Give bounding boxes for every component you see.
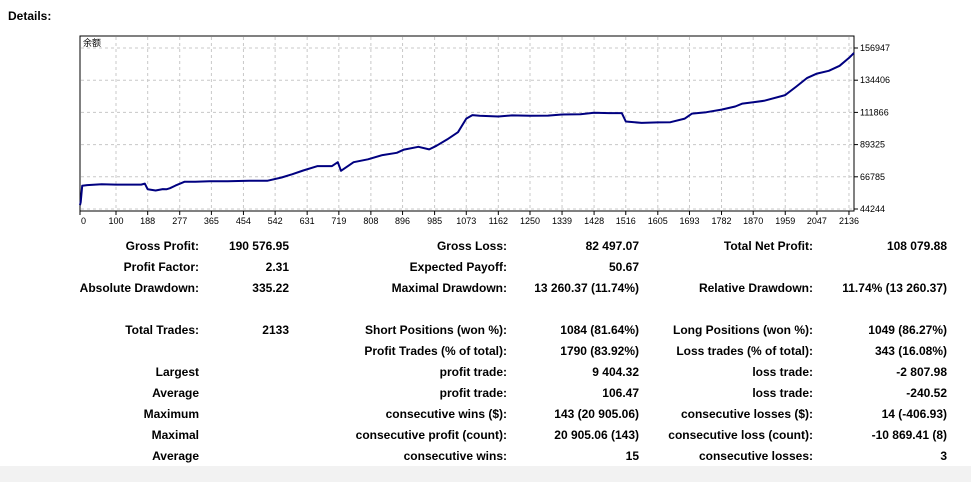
profit-factor-value: 2.31 xyxy=(265,260,289,274)
gross-loss-label: Gross Loss: xyxy=(436,239,507,253)
relative-drawdown-value: 11.74% (13 260.37) xyxy=(842,281,947,295)
maximal-label: Maximal xyxy=(151,428,199,442)
x-tick-label: 1162 xyxy=(489,216,508,226)
avg-cons-losses-value: 3 xyxy=(940,449,947,463)
total-net-profit-label: Total Net Profit: xyxy=(723,239,813,253)
avg-cons-wins-value: 15 xyxy=(625,449,639,463)
max-cons-wins-value: 143 (20 905.06) xyxy=(554,407,639,421)
profit-factor-label: Profit Factor: xyxy=(123,260,199,274)
absolute-drawdown-value: 335.22 xyxy=(252,281,289,295)
balance-chart-svg: 0 100 188 277 365 454 542 631 719 808 896 985 1073 11… xyxy=(79,35,890,226)
absolute-drawdown-label: Absolute Drawdown: xyxy=(79,281,199,295)
x-tick-label: 1870 xyxy=(743,216,763,226)
x-tick-label: 1605 xyxy=(648,216,668,226)
average-loss-label: loss trade: xyxy=(752,386,813,400)
max-cons-losses-label: consecutive losses ($): xyxy=(680,407,813,421)
details-heading: Details: xyxy=(8,9,52,23)
chart-title: 余额 xyxy=(83,37,101,49)
x-tick-label: 454 xyxy=(236,216,251,226)
profit-trades-value: 1790 (83.92%) xyxy=(560,344,639,358)
short-positions-label: Short Positions (won %): xyxy=(365,323,507,337)
max-cons-wins-label: consecutive wins ($): xyxy=(385,407,507,421)
expected-payoff-value: 50.67 xyxy=(608,260,639,274)
gross-loss-value: 82 497.07 xyxy=(585,239,639,253)
loss-trades-label: Loss trades (% of total): xyxy=(676,344,813,358)
average-profit-label: profit trade: xyxy=(439,386,507,400)
y-tick-label: 111866 xyxy=(860,107,889,117)
y-tick-label: 66785 xyxy=(860,172,885,182)
balance-chart: 0 100 188 277 365 454 542 631 719 808 896 985 1073 11… xyxy=(0,0,971,232)
x-tick-label: 100 xyxy=(108,216,123,226)
total-net-profit-value: 108 079.88 xyxy=(886,239,947,253)
x-tick-label: 896 xyxy=(395,216,410,226)
x-tick-label: 188 xyxy=(140,216,155,226)
maximal-cons-profit-value: 20 905.06 (143) xyxy=(554,428,639,442)
avg-cons-losses-label: consecutive losses: xyxy=(698,449,813,463)
x-tick-label: 1516 xyxy=(616,216,636,226)
y-tick-label: 156947 xyxy=(860,43,890,53)
x-tick-label: 1959 xyxy=(775,216,795,226)
x-tick-label: 1250 xyxy=(520,216,540,226)
largest-profit-label: profit trade: xyxy=(439,365,507,379)
expected-payoff-label: Expected Payoff: xyxy=(409,260,507,274)
avg-cons-wins-label: consecutive wins: xyxy=(403,449,507,463)
profit-trades-label: Profit Trades (% of total): xyxy=(364,344,507,358)
x-tick-label: 719 xyxy=(331,216,346,226)
largest-loss-value: -2 807.98 xyxy=(896,365,947,379)
x-tick-label: 542 xyxy=(268,216,283,226)
y-tick-label: 44244 xyxy=(860,204,885,214)
maximum-label: Maximum xyxy=(143,407,199,421)
x-tick-label: 985 xyxy=(427,216,442,226)
average-consecutive-label: Average xyxy=(152,449,199,463)
x-tick-label: 2136 xyxy=(839,216,859,226)
max-cons-losses-value: 14 (-406.93) xyxy=(881,407,947,421)
x-tick-label: 0 xyxy=(81,216,86,226)
x-tick-label: 1782 xyxy=(712,216,732,226)
x-tick-label: 808 xyxy=(363,216,378,226)
maximal-drawdown-value: 13 260.37 (11.74%) xyxy=(534,281,639,295)
average-label: Average xyxy=(152,386,199,400)
x-tick-label: 2047 xyxy=(807,216,827,226)
total-trades-label: Total Trades: xyxy=(125,323,199,337)
balance-line xyxy=(79,52,855,206)
gross-profit-value: 190 576.95 xyxy=(228,239,289,253)
gross-profit-label: Gross Profit: xyxy=(125,239,199,253)
average-profit-value: 106.47 xyxy=(602,386,639,400)
y-tick-label: 89325 xyxy=(860,140,885,150)
footer-bar xyxy=(0,466,971,482)
maximal-drawdown-label: Maximal Drawdown: xyxy=(391,281,507,295)
x-tick-label: 1339 xyxy=(552,216,572,226)
maximal-cons-profit-label: consecutive profit (count): xyxy=(355,428,507,442)
average-loss-value: -240.52 xyxy=(906,386,947,400)
largest-profit-value: 9 404.32 xyxy=(592,365,639,379)
total-trades-value: 2133 xyxy=(262,323,289,337)
largest-loss-label: loss trade: xyxy=(752,365,813,379)
relative-drawdown-label: Relative Drawdown: xyxy=(698,281,813,295)
long-positions-value: 1049 (86.27%) xyxy=(868,323,947,337)
maximal-cons-loss-value: -10 869.41 (8) xyxy=(871,428,947,442)
loss-trades-value: 343 (16.08%) xyxy=(874,344,947,358)
long-positions-label: Long Positions (won %): xyxy=(673,323,813,337)
y-tick-label: 134406 xyxy=(860,75,890,85)
x-tick-label: 1428 xyxy=(584,216,604,226)
maximal-cons-loss-label: consecutive loss (count): xyxy=(668,428,813,442)
x-tick-label: 1073 xyxy=(456,216,476,226)
x-tick-label: 1693 xyxy=(679,216,699,226)
x-tick-label: 277 xyxy=(172,216,187,226)
x-tick-label: 631 xyxy=(300,216,315,226)
x-tick-label: 365 xyxy=(204,216,219,226)
largest-label: Largest xyxy=(155,365,199,379)
short-positions-value: 1084 (81.64%) xyxy=(560,323,639,337)
